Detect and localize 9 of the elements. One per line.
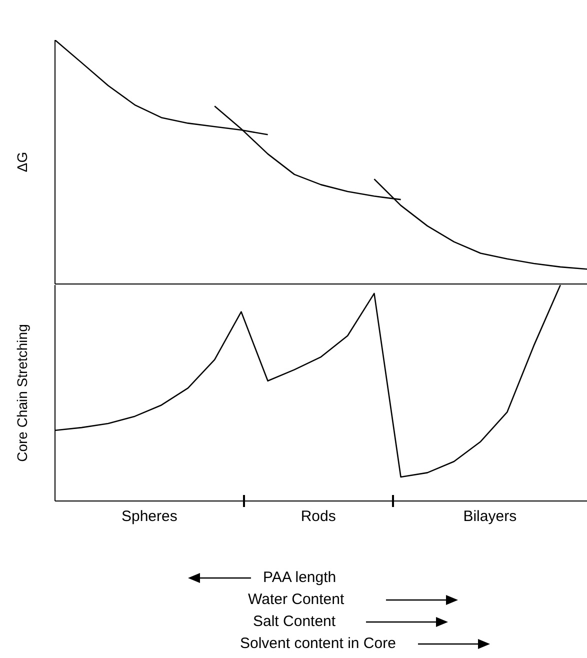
y-axis-title: ΔG [14,152,30,172]
text: Salt Content [253,613,336,630]
text: PAA length [263,569,336,586]
text: Water Content [248,591,344,608]
text: Rods [300,508,337,525]
text: Bilayers [462,508,518,525]
y-axis-title: Core Chain Stretching [14,324,30,462]
text: Solvent content in Core [240,635,396,652]
text: Spheres [120,508,178,525]
